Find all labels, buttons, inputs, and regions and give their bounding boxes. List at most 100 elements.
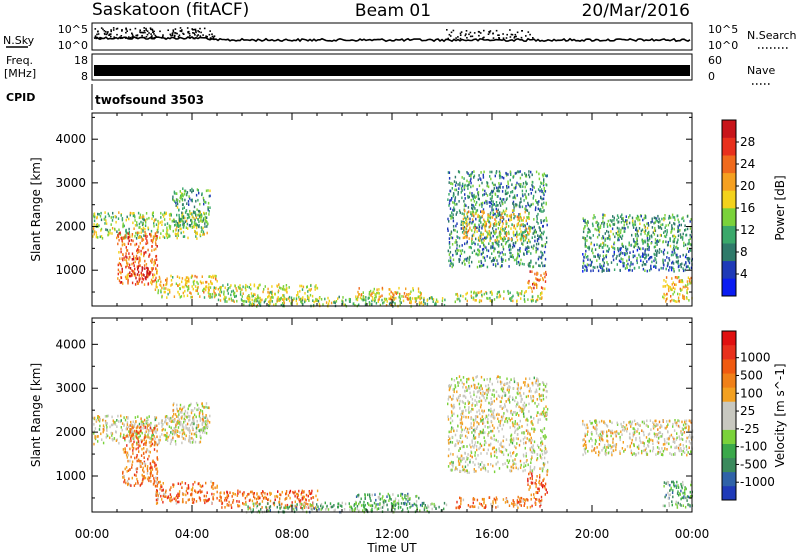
data-cell (601, 246, 603, 249)
data-cell (157, 279, 160, 282)
data-cell (655, 258, 657, 262)
data-cell (156, 472, 158, 475)
data-cell (584, 226, 586, 229)
data-cell (211, 492, 213, 496)
data-cell (92, 230, 94, 233)
data-cell (178, 208, 180, 212)
data-cell (178, 276, 181, 280)
data-cell (653, 265, 655, 268)
noise-search-point (129, 28, 132, 31)
data-cell (468, 258, 470, 261)
data-cell (327, 302, 330, 306)
data-cell (123, 236, 125, 239)
data-cell (176, 192, 178, 195)
data-cell (208, 213, 210, 216)
data-cell (538, 200, 540, 203)
data-cell (660, 250, 663, 253)
data-cell (204, 217, 207, 221)
data-cell (117, 242, 119, 246)
data-cell (123, 256, 125, 260)
data-cell (590, 236, 592, 240)
data-cell (181, 425, 184, 428)
data-cell (674, 222, 676, 226)
data-cell (141, 423, 144, 426)
data-cell (520, 235, 522, 239)
data-cell (659, 220, 661, 223)
data-cell (183, 417, 185, 421)
data-cell (137, 270, 140, 274)
data-cell (504, 232, 506, 235)
data-cell (146, 275, 148, 278)
data-cell (189, 441, 192, 444)
data-cell (138, 274, 140, 277)
data-cell (678, 229, 680, 233)
data-cell (458, 297, 460, 301)
data-cell (477, 253, 479, 257)
data-cell (268, 291, 271, 295)
data-cell (634, 220, 636, 223)
data-cell (172, 198, 174, 201)
data-cell (515, 186, 517, 189)
data-cell (527, 245, 529, 248)
data-cell (514, 233, 517, 237)
data-cell (176, 429, 179, 433)
data-cell (612, 215, 614, 218)
data-cell (342, 296, 344, 299)
data-cell (195, 430, 198, 434)
data-cell (602, 259, 604, 263)
data-cell (126, 215, 128, 219)
data-cell (529, 286, 531, 289)
data-cell (471, 242, 473, 245)
data-cell (460, 223, 462, 226)
data-cell (136, 251, 139, 254)
data-cell (464, 242, 466, 246)
data-cell (470, 181, 472, 185)
data-cell (130, 435, 132, 438)
data-cell (599, 263, 601, 266)
data-cell (121, 217, 124, 220)
data-cell (194, 440, 197, 444)
data-cell (635, 234, 637, 238)
noise-search-point (178, 34, 181, 37)
data-cell (107, 233, 109, 237)
data-cell (131, 445, 134, 449)
data-cell (616, 218, 618, 222)
data-cell (344, 502, 347, 506)
data-cell (143, 251, 145, 255)
data-cell (486, 265, 489, 269)
data-cell (609, 235, 611, 239)
noise-search-point (468, 33, 470, 36)
data-cell (535, 199, 537, 202)
data-cell (499, 251, 501, 255)
data-cell (635, 226, 638, 230)
data-cell (117, 268, 120, 272)
data-cell (150, 474, 152, 478)
data-cell (527, 298, 529, 301)
data-cell (263, 288, 265, 291)
data-cell (285, 290, 288, 293)
data-cell (239, 290, 242, 294)
data-cell (369, 302, 371, 306)
data-cell (182, 207, 184, 210)
data-cell (201, 490, 203, 493)
data-cell (122, 448, 125, 451)
data-cell (477, 243, 479, 246)
data-cell (175, 499, 177, 502)
data-cell (122, 258, 124, 262)
noise-search-point (511, 33, 514, 36)
data-cell (360, 293, 362, 297)
noise-search-point (154, 34, 157, 37)
data-cell (210, 282, 212, 285)
data-cell (611, 245, 613, 248)
data-cell (496, 195, 499, 198)
data-cell (151, 434, 153, 437)
data-cell (302, 508, 304, 512)
data-cell (525, 246, 527, 249)
data-cell (389, 288, 391, 291)
data-cell (507, 230, 510, 234)
data-cell (507, 239, 509, 243)
data-cell (237, 285, 240, 289)
data-cell (626, 266, 628, 270)
data-cell (655, 266, 657, 269)
data-cell (105, 423, 108, 427)
